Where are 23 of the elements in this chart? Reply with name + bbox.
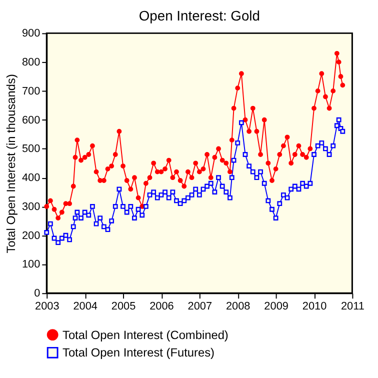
x-tick-label: 2009 [264,300,288,312]
x-tick-label: 2010 [302,300,327,312]
y-tick-label: 0 [34,288,40,300]
y-tick-label: 900 [22,28,40,40]
y-tick-label: 400 [22,172,40,184]
y-tick-label: 200 [22,230,40,242]
y-tick-label: 700 [22,85,40,98]
x-tick-label: 2004 [73,300,98,312]
chart-title: Open Interest: Gold [138,7,260,24]
y-tick-label: 500 [22,143,40,156]
y-tick-label: 100 [22,258,40,271]
y-tick-label: 300 [22,200,40,213]
y-tick-label: 800 [22,56,40,69]
legend-label: Total Open Interest (Combined) [62,328,228,342]
y-tick-label: 600 [22,114,40,126]
x-tick-label: 2006 [150,300,174,312]
x-tick-label: 2011 [340,300,364,312]
x-tick-label: 2003 [34,300,60,312]
legend-label: Total Open Interest (Futures) [62,346,215,360]
x-tick-label: 2007 [188,300,212,312]
y-axis-title: Total Open Interest (in thousands) [4,74,18,254]
x-tick-label: 2005 [111,300,136,312]
x-tick-label: 2008 [226,300,250,312]
